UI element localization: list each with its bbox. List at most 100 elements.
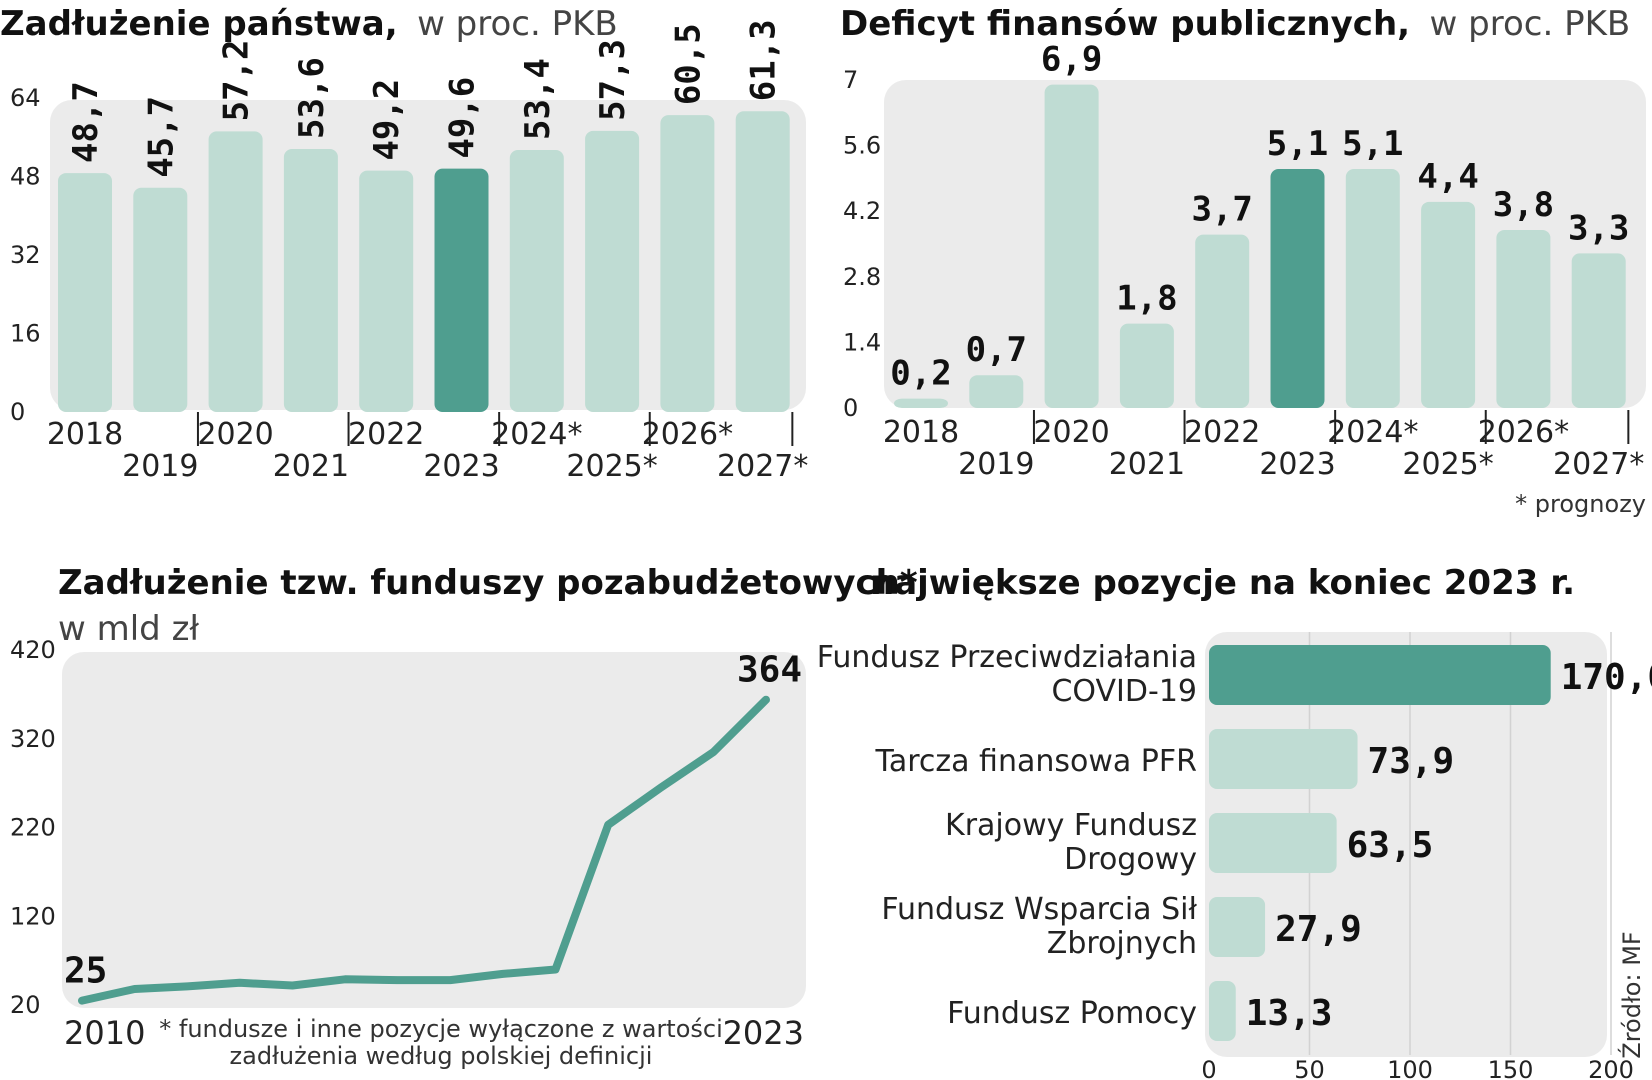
funds-ytick-label: 420 bbox=[10, 636, 56, 664]
debt-ytick-label: 48 bbox=[10, 163, 41, 191]
funds-footnote-line-1: * fundusze i inne pozycje wyłączone z wa… bbox=[159, 1015, 723, 1043]
deficit-value-label: 4,4 bbox=[1417, 157, 1478, 197]
funds-panel bbox=[62, 652, 806, 1008]
debt-category-label: 2019 bbox=[122, 449, 198, 484]
debt-category-label: 2023 bbox=[423, 449, 499, 484]
funds-line bbox=[78, 695, 770, 1005]
positions-category-label: Drogowy bbox=[1064, 842, 1197, 877]
debt-title-sub: w proc. PKB bbox=[417, 4, 618, 44]
positions-category-label: COVID-19 bbox=[1051, 674, 1197, 709]
deficit-value-label: 5,1 bbox=[1267, 124, 1328, 164]
positions-category-label: Fundusz Wsparcia Sił bbox=[881, 892, 1197, 927]
debt-bar bbox=[735, 111, 790, 412]
debt-value-label: 53,4 bbox=[518, 58, 558, 140]
debt-value-label: 60,5 bbox=[668, 23, 708, 105]
positions-category-label: Fundusz Przeciwdziałania bbox=[817, 640, 1197, 675]
deficit-category-label: 2027* bbox=[1553, 447, 1644, 482]
debt-bar bbox=[434, 168, 489, 412]
deficit-category-label: 2021 bbox=[1109, 447, 1185, 482]
deficit-chart: 0 1.4 2.8 4.2 5.6 7 0,2 2018 0,7 2019 6,9 2020 1,8 20… bbox=[843, 40, 1644, 482]
deficit-ytick-label: 4.2 bbox=[843, 197, 881, 225]
deficit-title: Deficyt finansów publicznych, w proc. PK… bbox=[840, 4, 1630, 44]
debt-category-label: 2020 bbox=[197, 417, 273, 452]
funds-ytick-label: 20 bbox=[10, 991, 41, 1019]
deficit-category-label: 2024* bbox=[1327, 415, 1418, 450]
positions-value-label: 73,9 bbox=[1368, 741, 1455, 782]
deficit-category-label: 2018 bbox=[883, 415, 959, 450]
debt-value-label: 49,6 bbox=[443, 77, 483, 159]
deficit-category-label: 2020 bbox=[1033, 415, 1109, 450]
deficit-bar bbox=[1119, 323, 1174, 408]
deficit-bar bbox=[1345, 169, 1400, 408]
deficit-category-label: 2022 bbox=[1184, 415, 1260, 450]
deficit-value-label: 5,1 bbox=[1342, 124, 1403, 164]
funds-footnote-line-2: zadłużenia według polskiej definicji bbox=[230, 1042, 653, 1070]
deficit-ytick-label: 2.8 bbox=[843, 263, 881, 291]
debt-bar bbox=[359, 170, 414, 412]
deficit-ytick-label: 1.4 bbox=[843, 328, 881, 356]
forecast-footnote: * prognozy bbox=[1515, 490, 1646, 518]
debt-bar bbox=[133, 187, 188, 412]
positions-bar bbox=[1209, 981, 1236, 1041]
deficit-value-label: 0,7 bbox=[966, 330, 1027, 370]
funds-title: Zadłużenie tzw. funduszy pozabudżetowych… bbox=[58, 563, 918, 603]
funds-end-label: 364 bbox=[737, 650, 802, 691]
positions-category-label: Tarcza finansowa PFR bbox=[874, 744, 1197, 779]
positions-value-label: 170,0 bbox=[1561, 657, 1652, 698]
debt-category-label: 2021 bbox=[273, 449, 349, 484]
positions-xtick-label: 100 bbox=[1387, 1056, 1433, 1080]
deficit-category-label: 2026* bbox=[1478, 415, 1569, 450]
debt-title-main: Zadłużenie państwa, bbox=[0, 4, 398, 44]
debt-bar bbox=[509, 150, 564, 412]
deficit-category-label: 2025* bbox=[1402, 447, 1493, 482]
positions-xtick-label: 0 bbox=[1201, 1056, 1216, 1080]
debt-category-label: 2018 bbox=[47, 417, 123, 452]
debt-value-label: 49,2 bbox=[367, 79, 407, 161]
debt-category-label: 2024* bbox=[491, 417, 582, 452]
positions-bar bbox=[1209, 729, 1358, 789]
positions-chart: 0 50 100 150 200 170,0 Fundusz Przeciwdziałani… bbox=[817, 632, 1652, 1080]
source-label: Źródło: MF bbox=[1617, 931, 1646, 1058]
funds-subtitle: w mld zł bbox=[58, 609, 199, 649]
deficit-bar bbox=[894, 398, 948, 408]
debt-category-label: 2027* bbox=[717, 449, 808, 484]
funds-chart: 20 120 220 320 420 25 364 2010 2023 bbox=[10, 636, 804, 1052]
deficit-bar bbox=[969, 375, 1024, 408]
deficit-bar bbox=[1571, 253, 1626, 408]
debt-title: Zadłużenie państwa, w proc. PKB bbox=[0, 4, 618, 44]
deficit-bar bbox=[1044, 84, 1099, 408]
deficit-bar bbox=[1421, 201, 1476, 408]
debt-ytick-label: 16 bbox=[10, 320, 41, 348]
debt-category-label: 2026* bbox=[642, 417, 733, 452]
deficit-value-label: 3,7 bbox=[1191, 190, 1252, 230]
debt-value-label: 48,7 bbox=[66, 81, 106, 163]
funds-ytick-label: 220 bbox=[10, 814, 56, 842]
deficit-bar bbox=[1496, 229, 1551, 408]
debt-bar bbox=[283, 149, 338, 412]
debt-ytick-label: 0 bbox=[10, 398, 25, 426]
positions-xtick-label: 150 bbox=[1488, 1056, 1534, 1080]
debt-category-label: 2025* bbox=[566, 449, 657, 484]
deficit-value-label: 1,8 bbox=[1116, 279, 1177, 319]
funds-start-label: 25 bbox=[64, 951, 107, 992]
deficit-bar bbox=[1195, 234, 1250, 408]
positions-bar bbox=[1209, 897, 1266, 957]
positions-value-label: 63,5 bbox=[1347, 825, 1434, 866]
debt-value-label: 57,3 bbox=[593, 39, 633, 121]
positions-xtick-label: 200 bbox=[1588, 1056, 1634, 1080]
positions-xtick-label: 50 bbox=[1294, 1056, 1325, 1080]
deficit-title-main: Deficyt finansów publicznych, bbox=[840, 4, 1410, 44]
funds-x-label: 2023 bbox=[723, 1014, 804, 1052]
deficit-ytick-label: 5.6 bbox=[843, 132, 881, 160]
positions-value-label: 27,9 bbox=[1275, 909, 1362, 950]
positions-bar bbox=[1209, 813, 1337, 873]
debt-bar bbox=[585, 130, 640, 412]
debt-bar bbox=[208, 131, 263, 413]
deficit-category-label: 2019 bbox=[958, 447, 1034, 482]
funds-x-label: 2010 bbox=[64, 1014, 145, 1052]
debt-value-label: 61,3 bbox=[744, 19, 784, 101]
debt-value-label: 45,7 bbox=[141, 96, 181, 178]
debt-ytick-label: 64 bbox=[10, 84, 41, 112]
deficit-category-label: 2023 bbox=[1259, 447, 1335, 482]
